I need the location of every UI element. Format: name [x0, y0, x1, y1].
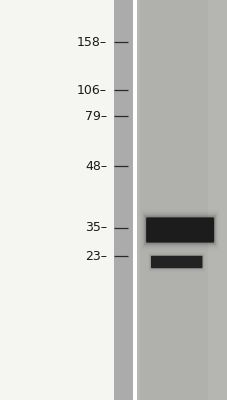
Text: 79–: 79– [85, 110, 107, 122]
FancyBboxPatch shape [143, 213, 216, 246]
Bar [139, 0, 207, 400]
Bar [114, 0, 133, 400]
FancyBboxPatch shape [144, 215, 215, 245]
Text: 158–: 158– [77, 36, 107, 48]
FancyBboxPatch shape [150, 255, 202, 269]
FancyBboxPatch shape [146, 218, 213, 242]
FancyBboxPatch shape [150, 256, 202, 268]
Bar [133, 0, 137, 400]
Text: 48–: 48– [85, 160, 107, 172]
Text: 23–: 23– [85, 250, 107, 262]
Text: 106–: 106– [77, 84, 107, 96]
FancyBboxPatch shape [145, 217, 214, 243]
Text: 35–: 35– [85, 222, 107, 234]
FancyBboxPatch shape [146, 218, 213, 242]
FancyBboxPatch shape [151, 256, 201, 268]
Bar [137, 0, 227, 400]
